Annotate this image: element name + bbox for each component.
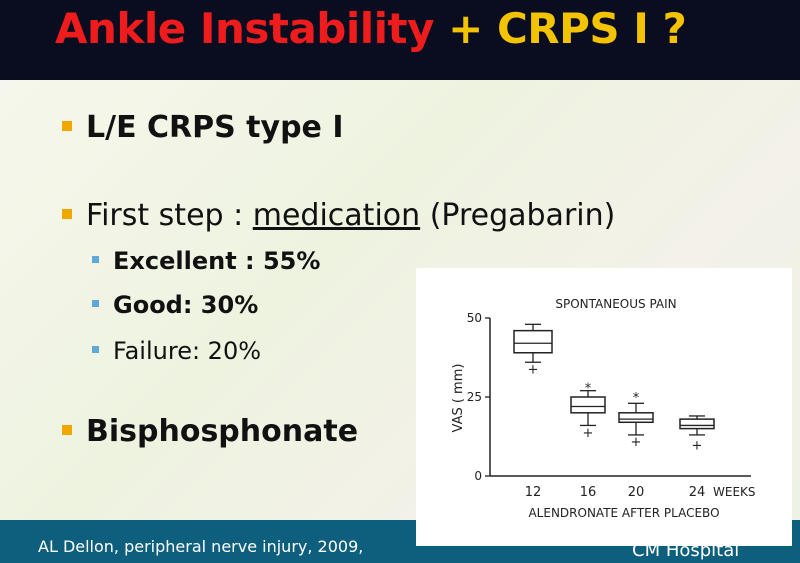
chart-panel: 0 25 50 VAS ( mm) SPONTANEOUS PAIN +12 + * 16 + * 2… bbox=[416, 268, 792, 546]
x-tick-label: 24 bbox=[689, 485, 706, 500]
sub-bullet-text: Failure: 20% bbox=[113, 337, 262, 365]
bullet-crps-text: L/E CRPS type I bbox=[86, 110, 344, 145]
bullet-marker-icon bbox=[62, 120, 72, 131]
box-iqr bbox=[513, 329, 553, 354]
box-iqr bbox=[679, 418, 715, 430]
sub-bullet-text: Excellent : 55% bbox=[113, 247, 321, 275]
chart-title: SPONTANEOUS PAIN bbox=[555, 297, 676, 311]
slide-title: Ankle Instability + CRPS I ? bbox=[55, 4, 687, 54]
sub-bullet-excellent: Excellent : 55% bbox=[92, 245, 320, 277]
first-step-prefix: First step : bbox=[86, 198, 253, 233]
y-axis-label: VAS ( mm) bbox=[451, 364, 466, 433]
bullet-marker-icon bbox=[62, 424, 72, 435]
title-part2: + CRPS I ? bbox=[448, 4, 687, 53]
outlier-point: + bbox=[631, 435, 642, 450]
x-tick-label: 16 bbox=[580, 485, 597, 500]
x-tick-label: 20 bbox=[628, 485, 645, 500]
sub-bullet-marker-icon bbox=[92, 299, 99, 307]
outlier-point: * bbox=[585, 382, 592, 397]
outlier-point: + bbox=[528, 363, 539, 378]
medication-link: medication bbox=[252, 198, 421, 233]
y-tick-label: 0 bbox=[474, 469, 482, 483]
boxplot-chart: 0 25 50 VAS ( mm) SPONTANEOUS PAIN +12 + * 16 + * 2… bbox=[451, 297, 756, 520]
x-tick-label: 12 bbox=[525, 485, 542, 500]
bullet-bisphosphonate-text: Bisphosphonate bbox=[86, 414, 359, 449]
x-axis-label: ALENDRONATE AFTER PLACEBO bbox=[528, 506, 719, 520]
x-unit-label: WEEKS bbox=[713, 485, 756, 499]
box-iqr bbox=[618, 412, 654, 424]
outlier-point: + bbox=[583, 426, 594, 441]
box-iqr bbox=[570, 396, 606, 414]
y-tick-label: 50 bbox=[467, 311, 482, 325]
title-part1: Ankle Instability bbox=[55, 4, 435, 53]
sub-bullet-marker-icon bbox=[92, 345, 99, 353]
sub-bullet-good: Good: 30% bbox=[92, 289, 258, 321]
bullet-crps: L/E CRPS type I bbox=[62, 109, 344, 147]
citation: AL Dellon, peripheral nerve injury, 2009… bbox=[38, 537, 364, 556]
y-tick-label: 25 bbox=[467, 390, 482, 404]
sub-bullet-marker-icon bbox=[92, 255, 99, 263]
outlier-point: * bbox=[633, 391, 640, 406]
bullet-marker-icon bbox=[62, 208, 72, 219]
sub-bullet-failure: Failure: 20% bbox=[92, 335, 261, 367]
outlier-point: + bbox=[692, 438, 703, 453]
bullet-first-step: First step : medication (Pregabarin) bbox=[62, 197, 615, 235]
bullet-bisphosphonate: Bisphosphonate bbox=[62, 413, 358, 451]
sub-bullet-text: Good: 30% bbox=[113, 291, 259, 319]
first-step-suffix: (Pregabarin) bbox=[420, 198, 616, 233]
title-bar bbox=[0, 0, 800, 80]
